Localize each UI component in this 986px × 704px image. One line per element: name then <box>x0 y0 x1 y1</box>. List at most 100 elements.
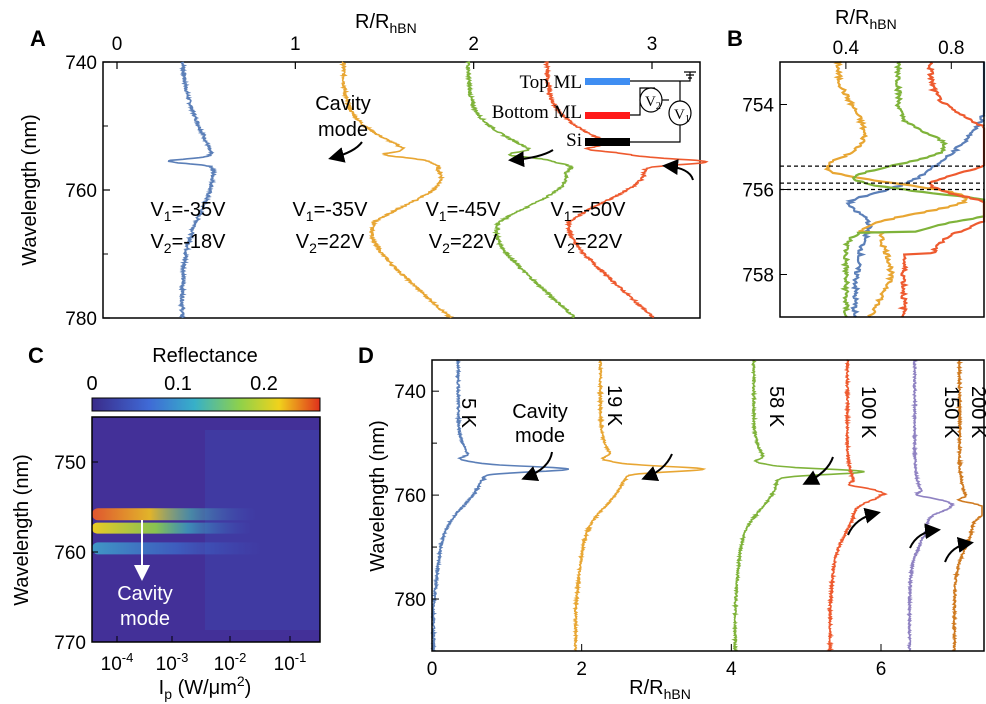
cavity-arrow-a-2 <box>508 149 554 168</box>
cavity-arrow-d-3 <box>802 456 834 485</box>
x-tick-label: 6 <box>876 659 887 680</box>
panel-d: D Wavelength (nm) 0 2 4 6 740 760 780 R/RhBN 5… <box>358 343 986 702</box>
y-tick-label: 780 <box>394 590 426 611</box>
series-line-d-2 <box>731 359 865 652</box>
x-tick-label: 10-3 <box>156 650 189 675</box>
colorbar <box>91 397 321 412</box>
panel-c-xlabel: Ip (W/μm2) <box>159 673 252 702</box>
panel-a-ylabel: Wavelength (nm) <box>19 114 41 266</box>
inset-si: Si <box>566 130 582 151</box>
x-tick-label: 0 <box>112 34 123 55</box>
x-tick-label: 0.8 <box>938 38 964 59</box>
cavity-mode-label-c-1: Cavity <box>117 583 173 605</box>
inset-bottom-ml: Bottom ML <box>492 102 582 123</box>
panel-d-ylabel: Wavelength (nm) <box>367 420 389 572</box>
heatmap-band-lower <box>92 542 262 555</box>
voltage-v1-label: V1=-35V <box>150 199 226 224</box>
temperature-label: 19 K <box>603 385 625 427</box>
panel-b: B R/RhBN 0.4 0.8 754 756 758 <box>727 7 986 318</box>
cavity-mode-label-d-2: mode <box>515 425 565 447</box>
y-tick-label: 740 <box>65 53 97 74</box>
inset-bottom-ml-bar <box>585 112 630 119</box>
voltage-v2-label: V2=-18V <box>150 231 226 256</box>
series-line-a-1 <box>339 61 455 319</box>
cavity-arrow-a-3 <box>662 159 694 181</box>
cavity-arrow-d-4 <box>847 507 881 536</box>
x-tick-label: 10-2 <box>214 650 247 675</box>
y-tick-label: 760 <box>54 543 86 564</box>
colorbar-tick-label: 0.2 <box>250 373 278 395</box>
heatmap-band-middle <box>92 522 252 534</box>
series-line-a-3 <box>542 61 709 319</box>
series-line-d-1 <box>572 359 707 652</box>
series-line-d-3 <box>826 359 888 652</box>
panel-a-ticks: 0 1 2 3 740 760 780 <box>65 34 657 330</box>
panel-letter-d: D <box>358 343 374 368</box>
voltage-v2-label: V2=22V <box>296 231 365 256</box>
cavity-arrow-d-5 <box>909 523 941 549</box>
inset-v1-label: V1 <box>674 107 690 125</box>
device-inset: Top ML Bottom ML Si V2 V1 <box>492 71 696 151</box>
x-tick-label: 1 <box>290 34 301 55</box>
panel-b-curves <box>823 60 986 318</box>
y-tick-label: 750 <box>54 453 86 474</box>
panel-letter-a: A <box>30 26 46 51</box>
panel-a-curves <box>167 61 709 319</box>
y-tick-label: 770 <box>54 633 86 654</box>
inset-wires <box>630 81 681 143</box>
panel-d-curves <box>430 359 983 652</box>
voltmeter-v1-icon <box>668 100 692 126</box>
inset-v2-label: V2 <box>645 94 661 112</box>
series-line-d-4 <box>906 359 956 651</box>
x-tick-label: 2 <box>468 34 479 55</box>
y-tick-label: 754 <box>742 96 774 117</box>
cavity-mode-label-a-2: mode <box>318 119 368 141</box>
inset-top-ml-bar <box>585 78 630 85</box>
x-tick-label: 3 <box>647 34 658 55</box>
inset-top-ml: Top ML <box>519 72 582 93</box>
y-tick-label: 758 <box>742 266 774 287</box>
colorbar-ticks: 0 0.1 0.2 <box>86 373 277 395</box>
panel-a-title: R/RhBN <box>355 11 417 36</box>
temperature-label: 150 K <box>940 386 962 439</box>
x-tick-label: 10-4 <box>101 650 134 675</box>
panel-c-ylabel: Wavelength (nm) <box>11 454 33 606</box>
voltage-v1-label: V1=-45V <box>425 199 501 224</box>
cavity-mode-label-a-1: Cavity <box>315 93 371 115</box>
panel-d-frame <box>431 359 985 652</box>
series-line-a-0 <box>167 61 218 319</box>
series-line-a-2 <box>464 61 576 319</box>
voltage-labels: V1=-35V V2=-18V V1=-35V V2=22V V1=-45V V2=22V… <box>150 199 626 256</box>
panel-d-temperature-labels: 5 K 19 K 58 K 100 K 150 K 200 K <box>457 385 986 439</box>
cavity-mode-label-d-1: Cavity <box>512 401 568 423</box>
voltage-v2-label: V2=22V <box>429 231 498 256</box>
x-tick-label: 10-1 <box>274 650 307 675</box>
panel-c-ticks: 750 760 770 10-4 10-3 10-2 10-1 <box>54 453 306 675</box>
x-tick-label: 0 <box>427 659 438 680</box>
temperature-label: 200 K <box>967 386 986 439</box>
x-tick-label: 4 <box>726 659 737 680</box>
panel-letter-c: C <box>28 343 44 368</box>
cavity-mode-label-c-2: mode <box>120 608 170 630</box>
panel-d-xlabel: R/RhBN <box>629 677 691 702</box>
y-tick-label: 780 <box>65 309 97 330</box>
cavity-arrow-d-6 <box>944 536 974 563</box>
heatmap-band-upper <box>92 508 257 521</box>
series-line-d-0 <box>430 359 569 652</box>
voltage-v1-label: V1=-50V <box>550 199 626 224</box>
colorbar-tick-label: 0.1 <box>164 373 192 395</box>
panel-b-ticks: 0.4 0.8 754 756 758 <box>742 38 984 287</box>
panel-letter-b: B <box>727 26 743 51</box>
panel-d-ticks: 0 2 4 6 740 760 780 <box>394 382 886 680</box>
heatmap-bands <box>92 508 262 555</box>
colorbar-tick-label: 0 <box>86 373 97 395</box>
panel-c-frame <box>91 416 321 643</box>
inset-si-bar <box>585 138 630 146</box>
panel-a: A R/RhBN 0 1 2 3 740 760 780 Wavelength (nm) C… <box>19 11 709 330</box>
ground-icon <box>630 71 696 82</box>
panel-b-title: R/RhBN <box>835 7 897 32</box>
y-tick-label: 756 <box>742 181 774 202</box>
temperature-label: 58 K <box>765 386 787 428</box>
y-tick-label: 760 <box>65 181 97 202</box>
